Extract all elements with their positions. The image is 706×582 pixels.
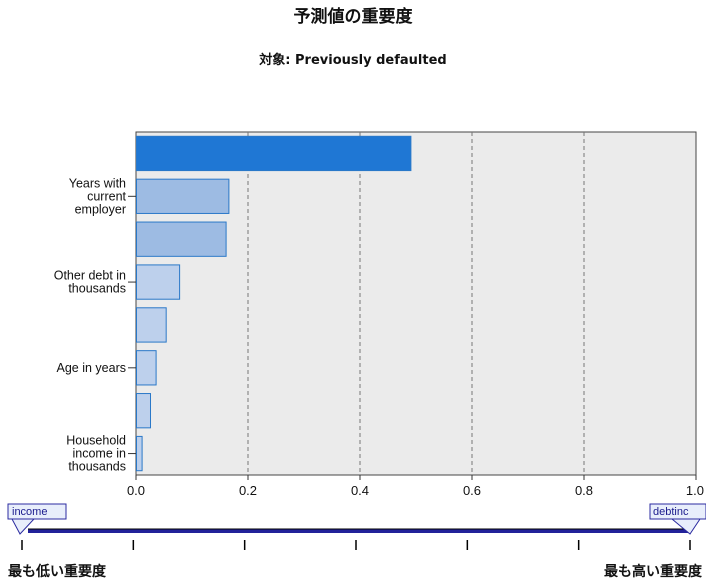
x-axis-ticks: 0.0 0.2 0.4 0.6 0.8 1.0 xyxy=(127,475,704,498)
bar-4 xyxy=(136,307,167,343)
bars xyxy=(136,135,412,472)
slider-ticks xyxy=(21,540,691,550)
bar-6 xyxy=(136,393,151,429)
left-handle-label: income xyxy=(12,506,47,518)
bar-2 xyxy=(136,221,227,257)
category-label-7: Household income in thousands xyxy=(66,434,126,474)
right-handle-label: debtinc xyxy=(653,506,689,518)
chart-title: 予測値の重要度 xyxy=(294,6,414,27)
slider-left-handle[interactable]: income xyxy=(7,503,67,535)
x-tick-label-3: 0.6 xyxy=(463,483,481,498)
x-tick-label-2: 0.4 xyxy=(351,483,369,498)
grid-lines xyxy=(247,132,585,475)
bar-3 xyxy=(136,264,181,300)
bar-0 xyxy=(136,135,412,172)
bar-7 xyxy=(136,435,143,472)
importance-slider: income debtinc 最も低い重要度 最も高い重要度 xyxy=(7,503,706,580)
category-label-1: Years with current employer xyxy=(69,176,127,216)
x-tick-label-1: 0.2 xyxy=(239,483,257,498)
category-labels: Years with current employer Other debt in th… xyxy=(54,176,136,474)
category-label-3: Other debt in thousands xyxy=(54,269,126,296)
x-tick-label-4: 0.8 xyxy=(575,483,593,498)
slider-right-handle[interactable]: debtinc xyxy=(649,503,706,535)
high-importance-label: 最も高い重要度 xyxy=(604,563,703,580)
bar-1 xyxy=(136,178,230,214)
bar-5 xyxy=(136,350,157,386)
category-label-5: Age in years xyxy=(57,361,126,375)
x-tick-label-0: 0.0 xyxy=(127,483,145,498)
low-importance-label: 最も低い重要度 xyxy=(8,563,107,580)
chart-subtitle: 対象: Previously defaulted xyxy=(258,52,446,68)
x-tick-label-5: 1.0 xyxy=(686,483,704,498)
